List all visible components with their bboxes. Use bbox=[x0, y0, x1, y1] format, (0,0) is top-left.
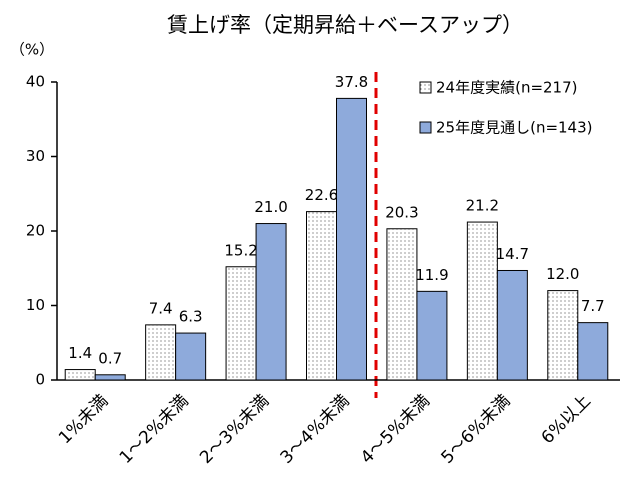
x-tick-label: 2～3%未満 bbox=[196, 391, 273, 468]
value-label: 20.3 bbox=[385, 203, 418, 221]
bar bbox=[416, 290, 448, 381]
legend-swatch bbox=[419, 121, 432, 134]
y-unit-label: （%） bbox=[10, 41, 54, 59]
chart-title: 賃上げ率（定期昇給＋ベースアップ） bbox=[167, 13, 523, 37]
legend-label: 24年度実績(n=217) bbox=[436, 79, 578, 97]
value-label: 11.9 bbox=[415, 266, 448, 284]
y-tick-label: 0 bbox=[35, 371, 45, 389]
y-tick-label: 20 bbox=[26, 222, 45, 240]
value-label: 37.8 bbox=[335, 73, 368, 91]
x-tick-label: 3～4%未満 bbox=[277, 391, 354, 468]
value-label: 7.7 bbox=[581, 297, 605, 315]
value-label: 12.0 bbox=[546, 265, 579, 283]
value-label: 21.2 bbox=[466, 197, 499, 215]
bar bbox=[336, 97, 367, 381]
y-tick-label: 10 bbox=[26, 296, 45, 314]
x-tick-label: 5～6%未満 bbox=[437, 391, 514, 468]
value-label: 7.4 bbox=[149, 299, 173, 317]
x-tick-label: 6%以上 bbox=[538, 391, 595, 448]
bar bbox=[577, 322, 609, 381]
value-label: 1.4 bbox=[68, 344, 92, 362]
value-label: 22.6 bbox=[305, 186, 338, 204]
value-label: 15.2 bbox=[224, 241, 257, 259]
bar bbox=[496, 269, 528, 381]
bar bbox=[175, 332, 207, 381]
bar bbox=[386, 228, 418, 381]
bar bbox=[225, 266, 257, 381]
value-label: 6.3 bbox=[179, 308, 203, 326]
y-tick-label: 40 bbox=[26, 73, 45, 91]
bar bbox=[145, 324, 177, 381]
bar bbox=[306, 211, 337, 381]
bar bbox=[466, 221, 498, 381]
value-label: 21.0 bbox=[254, 198, 287, 216]
bar bbox=[255, 223, 287, 381]
x-tick-label: 1%未満 bbox=[55, 391, 112, 448]
bar bbox=[94, 374, 126, 381]
x-tick-label: 1～2%未満 bbox=[116, 391, 193, 468]
bar bbox=[64, 369, 96, 381]
legend-label: 25年度見通し(n=143) bbox=[436, 119, 593, 137]
legend-swatch bbox=[419, 81, 432, 94]
bar bbox=[547, 290, 579, 381]
x-tick-label: 4～5%未満 bbox=[357, 391, 434, 468]
value-label: 0.7 bbox=[98, 349, 122, 367]
y-tick-label: 30 bbox=[26, 147, 45, 165]
value-label: 14.7 bbox=[496, 245, 529, 263]
